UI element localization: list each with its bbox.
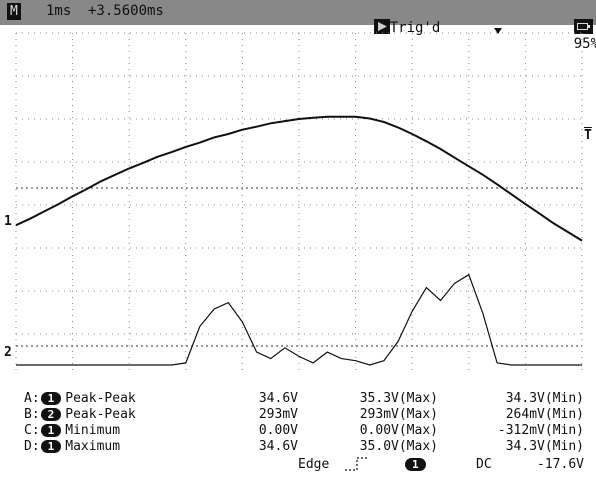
waveform-display[interactable] xyxy=(0,25,596,375)
trigger-level-marker[interactable]: T xyxy=(584,128,592,143)
status-bar: M 1ms +3.5600ms Trig'd 95% xyxy=(0,0,596,52)
play-triangle-icon xyxy=(373,19,390,34)
trigger-type: Edge xyxy=(298,457,330,472)
rising-edge-icon xyxy=(345,457,369,471)
trigger-source-badge: 1 xyxy=(405,458,426,471)
graticule xyxy=(15,32,583,375)
ch2-marker[interactable]: 2 xyxy=(4,345,12,360)
measurement-row[interactable]: C: 1 Minimum xyxy=(24,423,121,438)
ch1-trace xyxy=(15,115,583,242)
measurement-row[interactable]: A: 1 Peak-Peak xyxy=(24,391,136,406)
trigger-status[interactable]: Trig'd xyxy=(340,3,440,52)
trigger-level-value: -17.6V xyxy=(537,457,584,472)
channel-badge: 1 xyxy=(40,440,62,453)
battery-level: 95% xyxy=(573,36,596,52)
time-offset-readout[interactable]: +3.5600ms xyxy=(88,3,164,19)
trigger-coupling: DC xyxy=(476,457,492,472)
ch1-marker[interactable]: 1 xyxy=(4,214,12,229)
timebase-readout[interactable]: 1ms xyxy=(46,3,72,19)
channel-badge: 1 xyxy=(40,392,62,405)
mode-indicator[interactable]: M xyxy=(7,3,21,20)
measurement-row[interactable]: B: 2 Peak-Peak xyxy=(24,407,136,422)
battery-status: 95% xyxy=(540,3,596,68)
channel-badge: 1 xyxy=(40,424,62,437)
ch2-trace xyxy=(16,273,582,366)
measurement-row[interactable]: D: 1 Maximum xyxy=(24,439,121,454)
channel-badge: 2 xyxy=(40,408,62,421)
trigger-position-marker[interactable] xyxy=(494,28,502,34)
trigger-status-label: Trig'd xyxy=(389,20,441,36)
battery-icon xyxy=(573,19,593,34)
